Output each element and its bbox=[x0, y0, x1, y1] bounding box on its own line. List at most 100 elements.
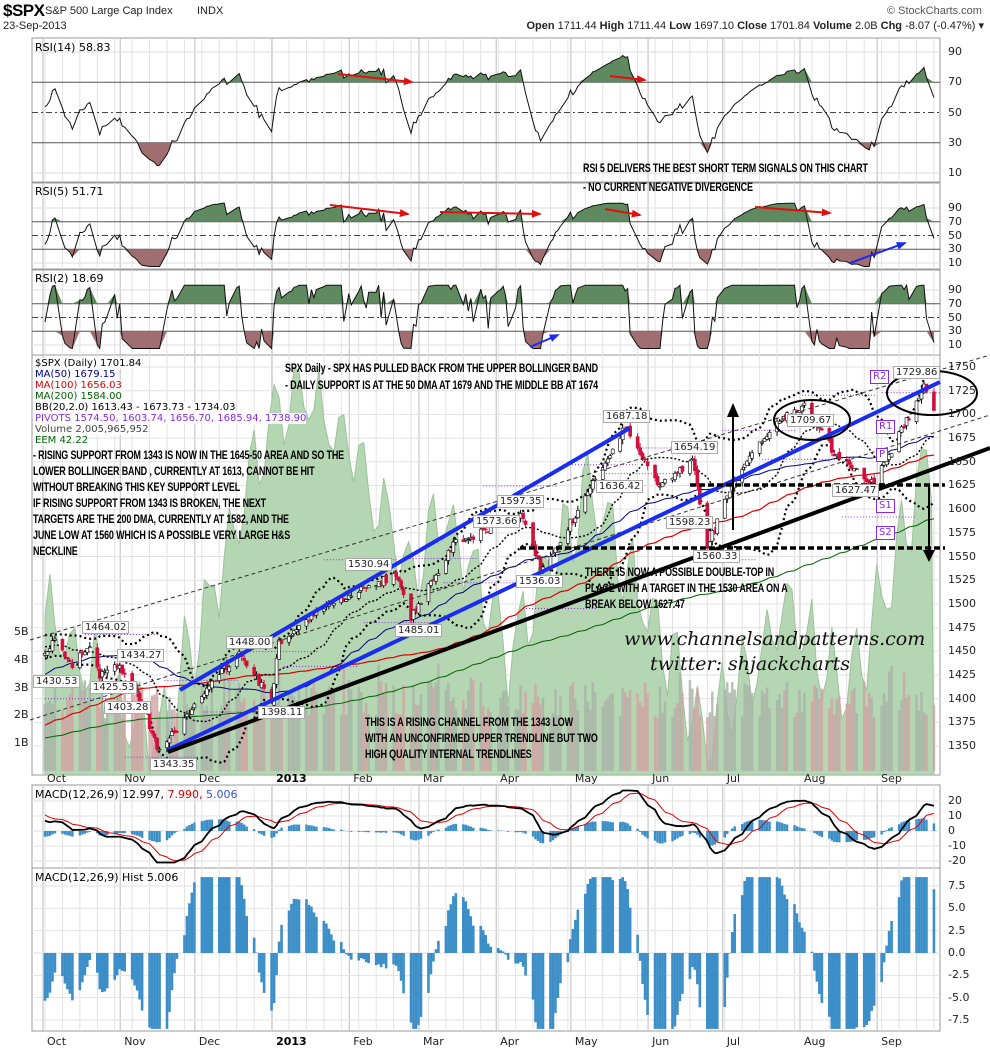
volume-bar bbox=[287, 690, 291, 771]
macd-hist-bar bbox=[576, 825, 580, 831]
month-label-bottom: Aug bbox=[803, 1035, 826, 1048]
hist-bar bbox=[708, 953, 712, 1029]
macd-hist-bar bbox=[81, 831, 84, 835]
hist-bar bbox=[855, 953, 859, 1028]
hist-bar bbox=[521, 953, 525, 967]
macd-hist-bar bbox=[155, 831, 159, 843]
macd-hist-bar bbox=[867, 831, 871, 840]
macd-hist-bar bbox=[297, 824, 301, 831]
hist-bar bbox=[524, 953, 527, 976]
hist-bar bbox=[170, 953, 174, 991]
macd-hist-bar bbox=[653, 831, 657, 841]
watermark-twitter: twitter: shjackcharts bbox=[650, 653, 851, 675]
month-label-bottom: Jun bbox=[652, 1035, 670, 1048]
hist-tick: 2.5 bbox=[948, 923, 966, 937]
macd-hist-bar bbox=[584, 823, 587, 831]
macd-hist-bar bbox=[437, 829, 440, 831]
candle-body bbox=[274, 657, 279, 685]
macd-hist-bar bbox=[748, 820, 751, 831]
hist-bar bbox=[78, 953, 82, 991]
hist-bar bbox=[332, 940, 336, 953]
volume-bar bbox=[785, 682, 789, 771]
volume-bar bbox=[243, 698, 246, 771]
hist-bar bbox=[193, 882, 196, 953]
candle-body bbox=[272, 683, 276, 706]
volume-bar bbox=[130, 688, 134, 771]
macd-hist-bar bbox=[723, 831, 726, 838]
candle-body bbox=[605, 458, 610, 464]
bb-middle bbox=[44, 421, 935, 723]
volume-bar bbox=[706, 717, 709, 771]
hist-bar bbox=[295, 899, 298, 953]
rsi14-tick: 10 bbox=[948, 166, 962, 179]
month-label-top: Sep bbox=[881, 772, 902, 785]
candle-body bbox=[760, 441, 764, 444]
hist-bar bbox=[681, 953, 684, 994]
legend-item: MA(200) 1584.00 bbox=[35, 391, 122, 402]
macd-hist-bar bbox=[101, 831, 104, 836]
hist-bar bbox=[586, 883, 590, 953]
hist-bar bbox=[793, 904, 796, 953]
volume-bar bbox=[589, 709, 592, 771]
volume-bar bbox=[379, 681, 383, 771]
candle-body bbox=[444, 560, 448, 574]
candle-body bbox=[708, 541, 712, 548]
volume-bar bbox=[392, 685, 395, 771]
hist-bar bbox=[374, 953, 378, 966]
rsi5-tick: 10 bbox=[948, 256, 962, 269]
hist-bar bbox=[71, 953, 74, 1001]
hist-bar bbox=[815, 953, 819, 982]
annotation-note-left: - RISING SUPPORT FROM 1343 IS NOW IN THE… bbox=[33, 450, 345, 462]
month-label-bottom: Nov bbox=[124, 1035, 146, 1048]
hist-bar bbox=[775, 877, 779, 953]
macd-hist-bar bbox=[673, 831, 677, 840]
candle-body bbox=[628, 425, 632, 437]
month-label-bottom: Jul bbox=[726, 1035, 741, 1048]
volume-bar bbox=[419, 694, 423, 771]
hist-bar bbox=[218, 877, 221, 953]
hist-bar bbox=[367, 953, 370, 964]
hist-bar bbox=[168, 953, 171, 1013]
candle-body bbox=[854, 468, 859, 471]
volume-bar bbox=[295, 710, 298, 771]
hist-bar bbox=[798, 922, 801, 953]
macd-hist-bar bbox=[86, 831, 89, 833]
candle-body bbox=[645, 461, 650, 467]
volume-bar bbox=[135, 682, 139, 771]
legend-item: Volume 2,005,965,952 bbox=[35, 424, 149, 435]
hist-bar bbox=[693, 953, 697, 970]
volume-bar bbox=[46, 702, 49, 771]
panel-frame-2 bbox=[31, 269, 941, 356]
volume-bar bbox=[815, 687, 819, 771]
hist-bar bbox=[252, 937, 256, 953]
hist-bar bbox=[641, 953, 644, 984]
volume-bar bbox=[501, 691, 505, 771]
candle-body bbox=[673, 472, 677, 480]
macd-hist-bar bbox=[514, 831, 517, 833]
volume-bar bbox=[609, 694, 612, 771]
volume-tick: 2B bbox=[14, 708, 29, 722]
volume-bar bbox=[173, 709, 176, 771]
candle-body bbox=[95, 647, 100, 668]
annotation-note-top: - DAILY SUPPORT IS AT THE 50 DMA AT 1679… bbox=[285, 380, 599, 392]
macd-hist-bar bbox=[103, 831, 106, 836]
volume-bar bbox=[444, 690, 448, 771]
macd-tick: 20 bbox=[948, 794, 962, 807]
macd-hist-bar bbox=[897, 824, 901, 831]
hist-bar bbox=[589, 878, 592, 953]
hist-tick: -5.0 bbox=[948, 990, 970, 1004]
volume-bar bbox=[487, 708, 490, 771]
dropdown-icon[interactable]: ▾ bbox=[978, 20, 984, 32]
candle-body bbox=[307, 620, 311, 623]
macd-hist-bar bbox=[394, 831, 398, 833]
volume-bar bbox=[850, 690, 853, 771]
volume-bar bbox=[661, 712, 664, 771]
panel-frame-1 bbox=[31, 182, 941, 270]
volume-bar bbox=[887, 671, 891, 771]
hist-bar bbox=[501, 951, 505, 953]
volume-bar bbox=[780, 708, 784, 771]
black-support-trendline bbox=[167, 446, 990, 754]
macd-hist-bar bbox=[118, 831, 121, 833]
price-point-label: 1425.53 bbox=[90, 681, 138, 694]
macd-hist-bar bbox=[68, 831, 72, 836]
